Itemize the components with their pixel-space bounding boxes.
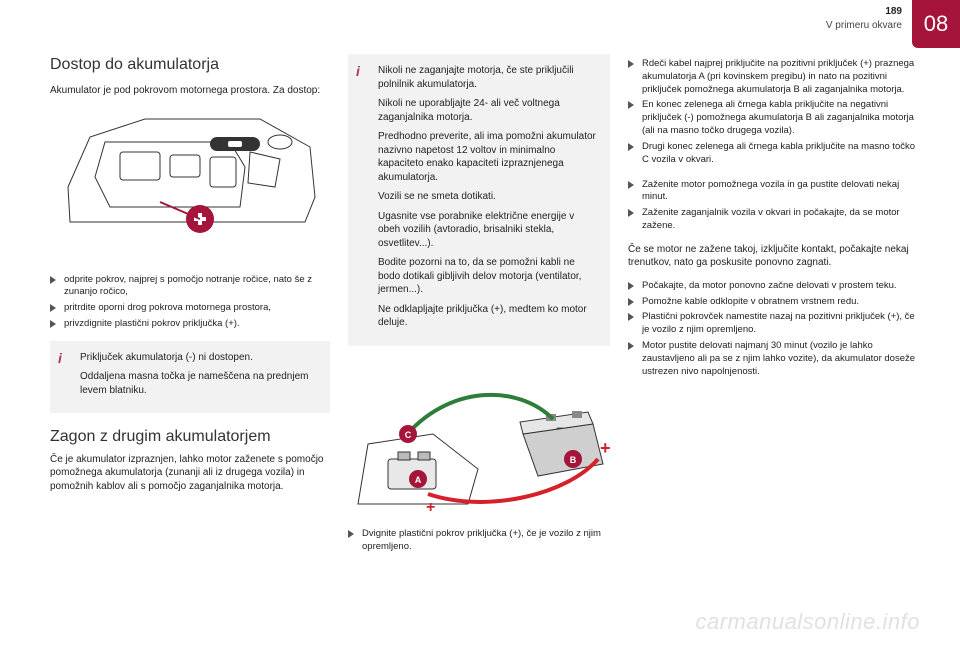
notice-line: Priključek akumulatorja (-) ni dostopen. bbox=[80, 351, 318, 365]
svg-text:+: + bbox=[426, 499, 435, 514]
section-title: V primeru okvare bbox=[826, 20, 902, 31]
engine-bay-illustration bbox=[50, 107, 330, 257]
list-item: Motor pustite delovati najmanj 30 minut … bbox=[628, 340, 920, 378]
svg-text:−: − bbox=[556, 421, 563, 435]
notice-line: Predhodno preverite, ali ima pomožni aku… bbox=[378, 130, 598, 184]
col2-notice: i Nikoli ne zaganjajte motorja, če ste p… bbox=[348, 54, 610, 346]
chapter-tab: 08 bbox=[912, 0, 960, 48]
list-item: En konec zelenega ali črnega kabla prikl… bbox=[628, 99, 920, 137]
col1-title: Dostop do akumulatorja bbox=[50, 54, 330, 76]
notice-line: Bodite pozorni na to, da se pomožni kabl… bbox=[378, 256, 598, 297]
watermark: carmanualsonline.info bbox=[695, 609, 920, 635]
list-item: Pomožne kable odklopite v obratnem vrstn… bbox=[628, 296, 920, 309]
label-c: C bbox=[405, 430, 412, 440]
list-item: Zaženite motor pomožnega vozila in ga pu… bbox=[628, 179, 920, 205]
page-number: 189 bbox=[885, 6, 902, 17]
col1-subpara: Če je akumulator izpraznjen, lahko motor… bbox=[50, 453, 330, 494]
notice-line: Nikoli ne uporabljajte 24- ali več voltn… bbox=[378, 97, 598, 124]
list-item: Drugi konec zelenega ali črnega kabla pr… bbox=[628, 141, 920, 167]
label-b: B bbox=[570, 455, 577, 465]
list-item: privzdignite plastični pokrov priključka… bbox=[50, 318, 330, 331]
col1-bullets: odprite pokrov, najprej s pomočjo notran… bbox=[50, 274, 330, 331]
col3-para-mid: Če se motor ne zažene takoj, izključite … bbox=[628, 243, 920, 270]
list-item: Plastični pokrovček namestite nazaj na p… bbox=[628, 311, 920, 337]
col1-subtitle: Zagon z drugim akumulatorjem bbox=[50, 427, 330, 446]
notice-line: Vozili se ne smeta dotikati. bbox=[378, 190, 598, 204]
svg-text:+: + bbox=[600, 438, 610, 458]
column-3: Rdeči kabel najprej priključite na pozit… bbox=[628, 54, 920, 564]
col2-bullets: Dvignite plastični pokrov priključka (+)… bbox=[348, 528, 610, 554]
list-item: Počakajte, da motor ponovno začne delova… bbox=[628, 280, 920, 293]
list-item: Zaženite zaganjalnik vozila v okvari in … bbox=[628, 207, 920, 233]
col3-bullets-bottom: Počakajte, da motor ponovno začne delova… bbox=[628, 280, 920, 379]
jumper-cable-illustration: − + + A B C bbox=[348, 364, 610, 514]
notice-line: Oddaljena masna točka je nameščena na pr… bbox=[80, 370, 318, 397]
label-a: A bbox=[415, 475, 422, 485]
notice-line: Ugasnite vse porabnike električne energi… bbox=[378, 210, 598, 251]
col1-intro: Akumulator je pod pokrovom motornega pro… bbox=[50, 84, 330, 98]
content-columns: Dostop do akumulatorja Akumulator je pod… bbox=[50, 54, 920, 564]
list-item: odprite pokrov, najprej s pomočjo notran… bbox=[50, 274, 330, 300]
page-root: 08 189 V primeru okvare Dostop do akumul… bbox=[0, 0, 960, 649]
chapter-number: 08 bbox=[924, 11, 948, 37]
list-item: Rdeči kabel najprej priključite na pozit… bbox=[628, 58, 920, 96]
warning-icon: i bbox=[58, 349, 72, 363]
notice-line: Ne odklapljajte priključka (+), medtem k… bbox=[378, 303, 598, 330]
col1-notice: i Priključek akumulatorja (-) ni dostope… bbox=[50, 341, 330, 414]
column-1: Dostop do akumulatorja Akumulator je pod… bbox=[50, 54, 330, 564]
notice-line: Nikoli ne zaganjajte motorja, če ste pri… bbox=[378, 64, 598, 91]
list-item: Dvignite plastični pokrov priključka (+)… bbox=[348, 528, 610, 554]
column-2: i Nikoli ne zaganjajte motorja, če ste p… bbox=[348, 54, 610, 564]
col3-bullets-top: Rdeči kabel najprej priključite na pozit… bbox=[628, 58, 920, 167]
col3-bullets-mid: Zaženite motor pomožnega vozila in ga pu… bbox=[628, 179, 920, 233]
list-item: pritrdite oporni drog pokrova motornega … bbox=[50, 302, 330, 315]
warning-icon: i bbox=[356, 62, 370, 76]
